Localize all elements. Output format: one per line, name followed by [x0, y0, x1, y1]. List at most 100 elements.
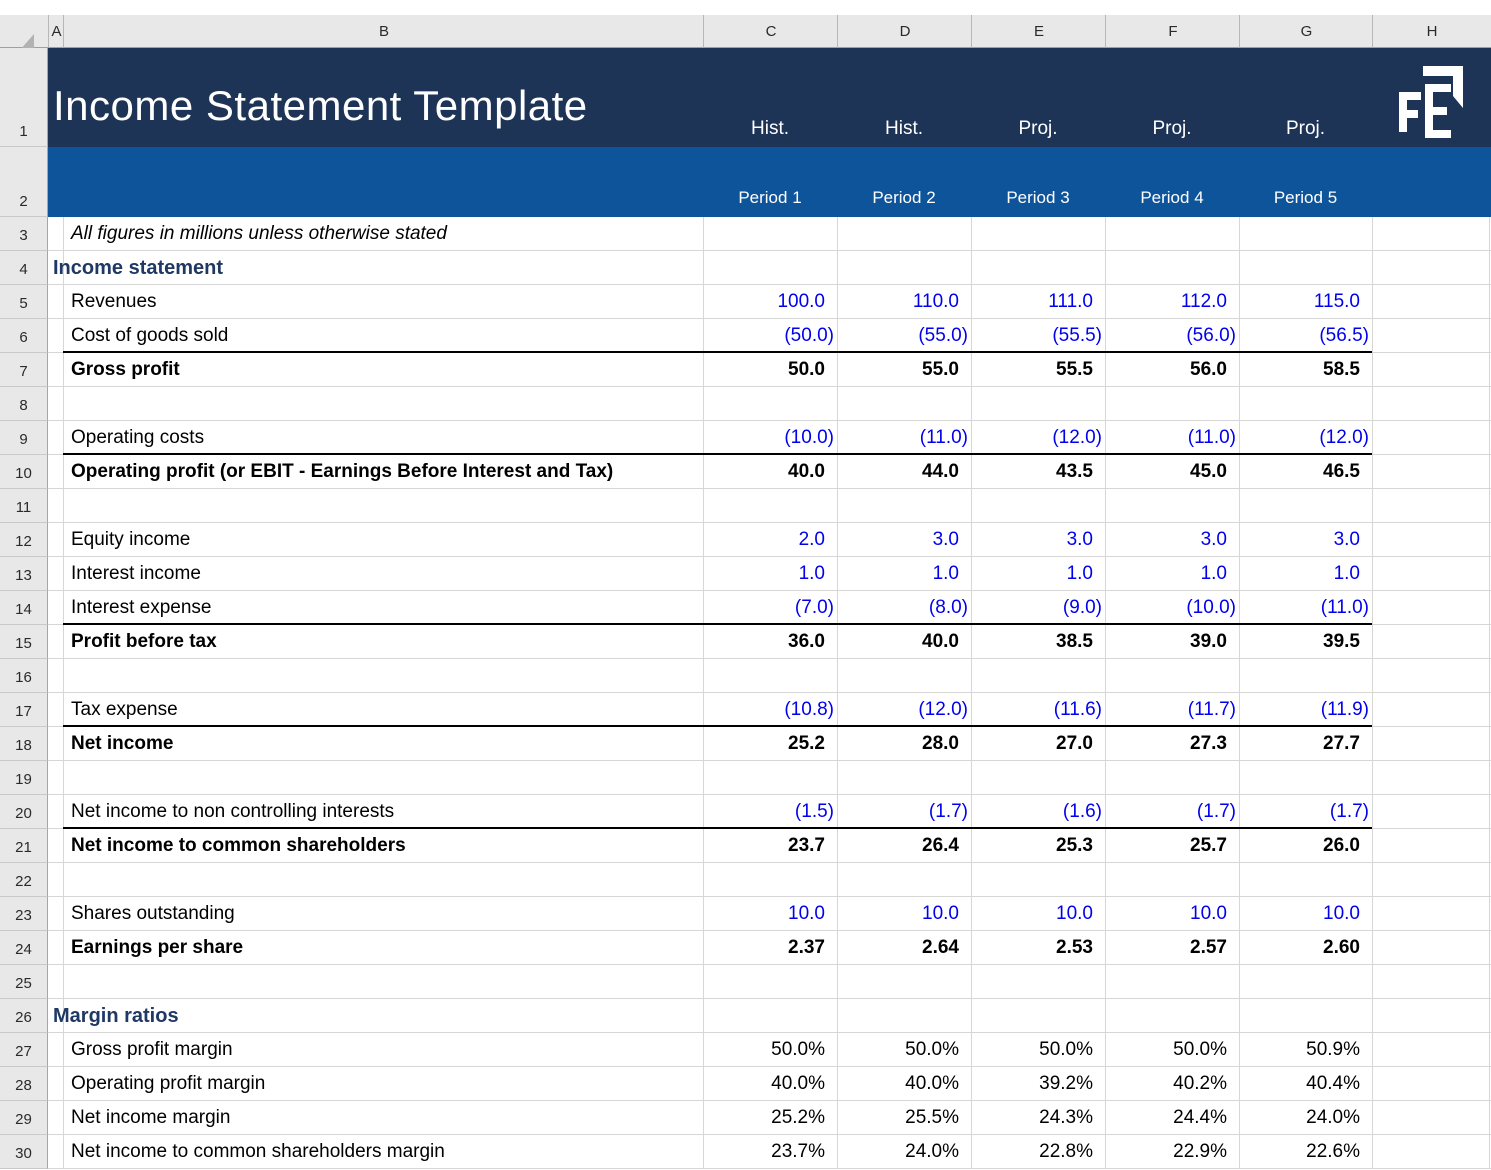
cell-G10-value[interactable]: 46.5 [1323, 461, 1360, 482]
cell-G24-value[interactable]: 2.60 [1323, 937, 1360, 958]
row-header-5[interactable]: 5 [0, 285, 48, 319]
cell-G21-value[interactable]: 26.0 [1323, 835, 1360, 856]
cell-D14-value[interactable]: (8.0) [928, 597, 968, 618]
cell-B17-label[interactable]: Tax expense [71, 699, 178, 720]
column-header-B[interactable]: B [63, 15, 704, 48]
column-header-C[interactable]: C [703, 15, 838, 48]
cell-C24-value[interactable]: 2.37 [788, 937, 825, 958]
banner-row-2[interactable] [48, 147, 1491, 217]
cell-E17-value[interactable]: (11.6) [1053, 699, 1102, 720]
cell-E18-value[interactable]: 27.0 [1056, 733, 1093, 754]
cell-G9-value[interactable]: (12.0) [1319, 427, 1369, 448]
cell-B3-label[interactable]: All figures in millions unless otherwise… [71, 223, 447, 244]
period-type-G1[interactable]: Proj. [1285, 118, 1326, 139]
cell-F24-value[interactable]: 2.57 [1190, 937, 1227, 958]
cell-F29-value[interactable]: 24.4% [1173, 1107, 1227, 1128]
period-label-D2[interactable]: Period 2 [872, 188, 936, 207]
cell-D18-value[interactable]: 28.0 [922, 733, 959, 754]
row-header-4[interactable]: 4 [0, 251, 48, 285]
period-label-F2[interactable]: Period 4 [1140, 188, 1204, 207]
cell-B29-label[interactable]: Net income margin [71, 1107, 231, 1128]
cell-D17-value[interactable]: (12.0) [918, 699, 968, 720]
cell-C14-value[interactable]: (7.0) [794, 597, 834, 618]
row-header-19[interactable]: 19 [0, 761, 48, 795]
row-header-24[interactable]: 24 [0, 931, 48, 965]
cell-B20-label[interactable]: Net income to non controlling interests [71, 801, 395, 822]
cell-F28-value[interactable]: 40.2% [1173, 1073, 1227, 1094]
cell-G20-value[interactable]: (1.7) [1329, 801, 1369, 822]
cell-E30-value[interactable]: 22.8% [1039, 1141, 1093, 1162]
cell-C17-value[interactable]: (10.8) [784, 699, 834, 720]
column-header-F[interactable]: F [1105, 15, 1240, 48]
page-title[interactable]: Income Statement Template [53, 81, 588, 129]
cell-E10-value[interactable]: 43.5 [1056, 461, 1093, 482]
cell-G27-value[interactable]: 50.9% [1306, 1039, 1360, 1060]
cell-D30-value[interactable]: 24.0% [905, 1141, 959, 1162]
cell-D29-value[interactable]: 25.5% [905, 1107, 959, 1128]
cell-G23-value[interactable]: 10.0 [1323, 903, 1360, 924]
cell-B27-label[interactable]: Gross profit margin [71, 1039, 233, 1060]
cell-E12-value[interactable]: 3.0 [1066, 529, 1093, 550]
cell-C10-value[interactable]: 40.0 [788, 461, 825, 482]
cell-B24-label[interactable]: Earnings per share [71, 937, 244, 958]
cell-D13-value[interactable]: 1.0 [932, 563, 959, 584]
cell-C12-value[interactable]: 2.0 [798, 529, 825, 550]
row-header-10[interactable]: 10 [0, 455, 48, 489]
cell-D28-value[interactable]: 40.0% [905, 1073, 959, 1094]
row-header-11[interactable]: 11 [0, 489, 48, 523]
cell-B5-label[interactable]: Revenues [71, 291, 157, 312]
cell-D23-value[interactable]: 10.0 [922, 903, 959, 924]
cell-E27-value[interactable]: 50.0% [1039, 1039, 1093, 1060]
cell-C27-value[interactable]: 50.0% [771, 1039, 825, 1060]
cell-B14-label[interactable]: Interest expense [71, 597, 212, 618]
row-header-18[interactable]: 18 [0, 727, 48, 761]
cell-G5-value[interactable]: 115.0 [1313, 291, 1360, 312]
cell-F23-value[interactable]: 10.0 [1190, 903, 1227, 924]
cell-B9-label[interactable]: Operating costs [71, 427, 205, 448]
row-header-8[interactable]: 8 [0, 387, 48, 421]
cell-B23-label[interactable]: Shares outstanding [71, 903, 235, 924]
cell-F15-value[interactable]: 39.0 [1190, 631, 1227, 652]
cell-E15-value[interactable]: 38.5 [1056, 631, 1093, 652]
cell-F7-value[interactable]: 56.0 [1190, 359, 1227, 380]
cell-B15-label[interactable]: Profit before tax [71, 631, 217, 652]
row-header-26[interactable]: 26 [0, 999, 48, 1033]
row-header-23[interactable]: 23 [0, 897, 48, 931]
period-type-E1[interactable]: Proj. [1018, 118, 1058, 139]
cell-E9-value[interactable]: (12.0) [1052, 427, 1102, 448]
cell-C5-value[interactable]: 100.0 [777, 291, 825, 312]
cell-D27-value[interactable]: 50.0% [905, 1039, 959, 1060]
cell-F10-value[interactable]: 45.0 [1190, 461, 1227, 482]
cell-D10-value[interactable]: 44.0 [922, 461, 959, 482]
cell-G14-value[interactable]: (11.0) [1320, 597, 1369, 618]
cell-F17-value[interactable]: (11.7) [1187, 699, 1236, 720]
cell-C30-value[interactable]: 23.7% [771, 1141, 825, 1162]
banner-row-1[interactable] [48, 48, 1491, 147]
row-header-14[interactable]: 14 [0, 591, 48, 625]
row-header-25[interactable]: 25 [0, 965, 48, 999]
row-header-20[interactable]: 20 [0, 795, 48, 829]
cell-C18-value[interactable]: 25.2 [788, 733, 825, 754]
cell-F14-value[interactable]: (10.0) [1186, 597, 1236, 618]
cell-C7-value[interactable]: 50.0 [788, 359, 825, 380]
row-header-22[interactable]: 22 [0, 863, 48, 897]
cell-F20-value[interactable]: (1.7) [1196, 801, 1236, 822]
row-header-28[interactable]: 28 [0, 1067, 48, 1101]
period-label-C2[interactable]: Period 1 [738, 188, 802, 207]
cell-D5-value[interactable]: 110.0 [912, 291, 959, 312]
period-label-E2[interactable]: Period 3 [1006, 188, 1070, 207]
cell-G17-value[interactable]: (11.9) [1320, 699, 1369, 720]
cell-B21-label[interactable]: Net income to common shareholders [71, 835, 406, 856]
row-header-9[interactable]: 9 [0, 421, 48, 455]
cell-C29-value[interactable]: 25.2% [771, 1107, 825, 1128]
cell-F27-value[interactable]: 50.0% [1173, 1039, 1227, 1060]
column-header-D[interactable]: D [837, 15, 972, 48]
cell-B6-label[interactable]: Cost of goods sold [71, 325, 229, 346]
select-all-corner[interactable] [0, 15, 49, 59]
cell-D7-value[interactable]: 55.0 [922, 359, 959, 380]
cell-C9-value[interactable]: (10.0) [784, 427, 834, 448]
cell-C13-value[interactable]: 1.0 [798, 563, 825, 584]
row-header-13[interactable]: 13 [0, 557, 48, 591]
cell-B10-label[interactable]: Operating profit (or EBIT - Earnings Bef… [71, 461, 614, 482]
cell-F30-value[interactable]: 22.9% [1173, 1141, 1227, 1162]
